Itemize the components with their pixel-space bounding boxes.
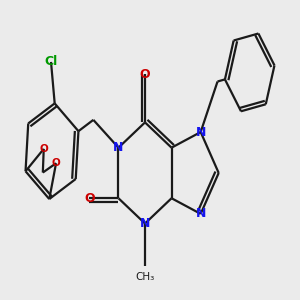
Text: O: O [39, 144, 48, 154]
Text: Cl: Cl [44, 56, 58, 68]
Text: N: N [113, 141, 124, 154]
Text: N: N [196, 207, 206, 220]
Text: O: O [52, 158, 60, 168]
Text: N: N [140, 217, 150, 230]
Text: O: O [140, 68, 150, 81]
Text: CH₃: CH₃ [135, 272, 154, 282]
Text: N: N [196, 126, 206, 139]
Text: O: O [84, 192, 95, 205]
